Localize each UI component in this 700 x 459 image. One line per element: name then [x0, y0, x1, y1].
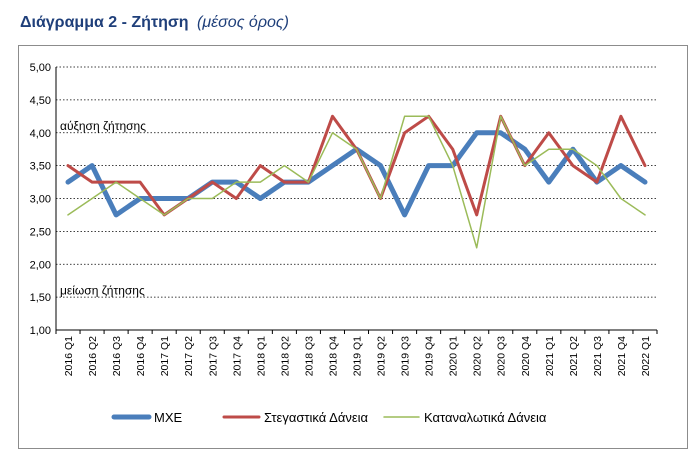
x-tick-label: 2018 Q3	[303, 336, 315, 376]
series-line-3	[67, 115, 646, 249]
x-tick-label: 2020 Q2	[472, 336, 484, 376]
x-tick-label: 2019 Q3	[400, 336, 412, 376]
x-tick-label: 2021 Q3	[592, 336, 604, 376]
x-tick-label: 2021 Q1	[544, 336, 556, 376]
x-tick-label: 2021 Q4	[616, 336, 628, 376]
x-tick-label: 2017 Q4	[231, 336, 243, 376]
chart-subtitle: (μέσος όρος)	[197, 14, 289, 31]
y-tick-label: 2,50	[30, 226, 51, 238]
annotation-label: αύξηση ζήτησης	[60, 119, 146, 133]
x-tick-label: 2018 Q2	[279, 336, 291, 376]
chart-frame: 5,00 4,50 4,00 3,50 3,00 2,50 2,00 1,50 1,00 2016…	[18, 45, 688, 449]
x-tick-label: 2019 Q4	[424, 336, 436, 376]
legend-label: Καταναλωτικά Δάνεια	[424, 410, 547, 425]
x-tick-label: 2020 Q3	[496, 336, 508, 376]
x-tick-label: 2020 Q4	[520, 336, 532, 376]
y-tick-label: 4,50	[30, 95, 51, 107]
chart-title-row: Διάγραμμα 2 - Ζήτηση (μέσος όρος)	[20, 8, 289, 38]
line-chart: 5,00 4,50 4,00 3,50 3,00 2,50 2,00 1,50 1,00 2016…	[30, 62, 658, 425]
x-tick-label: 2016 Q4	[135, 336, 147, 376]
y-tick-label: 5,00	[30, 62, 51, 74]
legend-label: ΜΧΕ	[154, 410, 183, 425]
x-tick-label: 2017 Q3	[207, 336, 219, 376]
x-tick-label: 2019 Q1	[352, 336, 364, 376]
x-tick-label: 2020 Q1	[448, 336, 460, 376]
y-tick-label: 3,00	[30, 194, 51, 206]
x-tick-label: 2018 Q1	[255, 336, 267, 376]
y-tick-label: 4,00	[30, 128, 51, 140]
chart-title: Διάγραμμα 2 - Ζήτηση	[20, 14, 189, 31]
x-tick-label: 2016 Q2	[87, 336, 99, 376]
x-tick-label: 2016 Q3	[111, 336, 123, 376]
annotation-label: μείωση ζήτησης	[60, 284, 145, 298]
x-tick-label: 2022 Q1	[640, 336, 652, 376]
legend-label: Στεγαστικά Δάνεια	[264, 410, 369, 425]
x-tick-label: 2019 Q2	[376, 336, 388, 376]
x-tick-label: 2016 Q1	[63, 336, 75, 376]
x-tick-label: 2018 Q4	[327, 336, 339, 376]
x-tick-label: 2017 Q2	[183, 336, 195, 376]
x-tick-label: 2017 Q1	[159, 336, 171, 376]
y-tick-label: 1,00	[30, 325, 51, 337]
x-tick-label: 2021 Q2	[568, 336, 580, 376]
y-tick-label: 1,50	[30, 292, 51, 304]
y-tick-label: 2,00	[30, 259, 51, 271]
y-tick-label: 3,50	[30, 161, 51, 173]
